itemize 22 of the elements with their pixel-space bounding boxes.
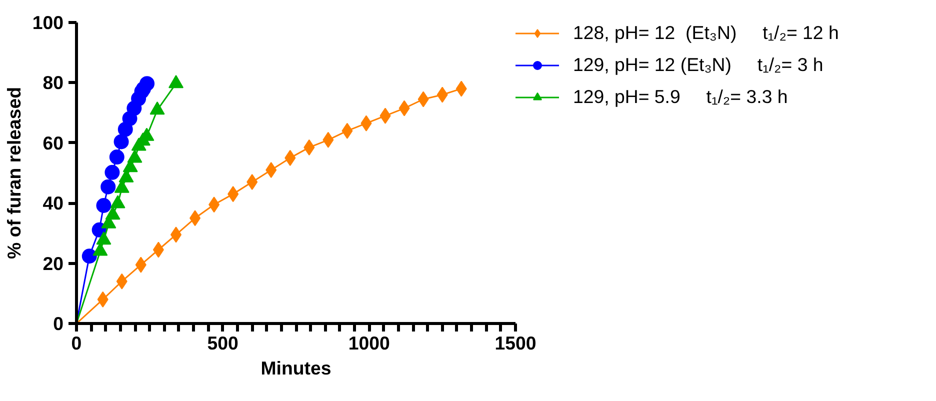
y-tick-label: 100	[32, 12, 64, 33]
point	[96, 198, 112, 213]
legend-label: 129, pH= 5.9 t₁/₂= 3.3 h	[573, 86, 788, 108]
point	[104, 164, 120, 180]
y-tick-label: 0	[53, 313, 64, 334]
x-tick-label: 0	[71, 332, 82, 354]
point	[82, 248, 97, 264]
point	[100, 179, 116, 194]
x-tick-label: 1000	[348, 332, 390, 354]
y-axis-title: % of furan released	[3, 86, 24, 260]
point	[140, 76, 155, 92]
x-tick-label: 1500	[494, 332, 536, 354]
y-tick-label: 40	[42, 192, 64, 214]
y-tick-label: 80	[42, 72, 64, 94]
point	[109, 150, 124, 165]
point	[114, 134, 129, 150]
legend-label: 129, pH= 12 (Et₃N) t₁/₂= 3 h	[573, 54, 824, 76]
y-tick-label: 60	[42, 132, 64, 154]
x-tick-label: 500	[207, 332, 238, 354]
y-tick-label: 20	[42, 252, 64, 274]
legend-label: 128, pH= 12 (Et₃N) t₁/₂= 12 h	[573, 22, 839, 44]
x-axis-title: Minutes	[260, 358, 332, 378]
